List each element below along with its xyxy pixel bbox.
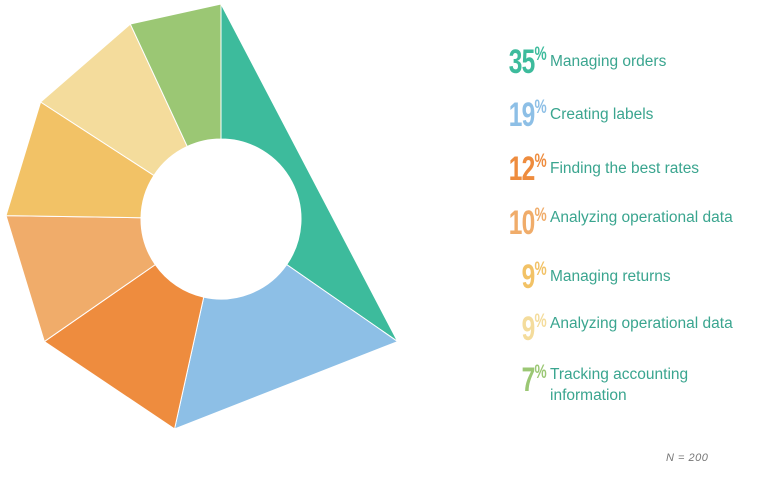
legend-percent-value: 7 <box>521 361 536 399</box>
legend-percent-sign: % <box>534 44 547 65</box>
legend-percent-sign: % <box>534 205 547 226</box>
legend-percent-value: 10 <box>508 204 536 242</box>
legend-percent-sign: % <box>534 311 547 332</box>
legend-item-3: 12% Finding the best rates <box>486 151 756 195</box>
legend-label-5: Managing returns <box>550 268 671 285</box>
legend-label-3: Finding the best rates <box>550 160 700 177</box>
legend-label-2: Creating labels <box>550 106 654 123</box>
legend-percent-1: 35% <box>503 43 547 81</box>
legend-label-6: Analyzing operational data <box>550 315 733 332</box>
legend-percent-sign: % <box>534 97 547 118</box>
sample-size-note: N = 200 <box>666 452 709 464</box>
legend-percent-value: 9 <box>521 310 536 348</box>
legend-percent-value: 19 <box>508 96 536 134</box>
legend-percent-7: 7% <box>503 361 547 399</box>
legend-percent-sign: % <box>534 362 547 383</box>
legend-percent-3: 12% <box>503 150 547 188</box>
legend-label-7: Tracking accounting information <box>550 366 689 404</box>
legend-percent-value: 9 <box>521 258 536 296</box>
legend-percent-4: 10% <box>503 204 547 242</box>
donut-hole <box>141 139 301 299</box>
donut-svg <box>5 3 399 430</box>
legend-percent-6: 9% <box>503 310 547 348</box>
legend-percent-sign: % <box>534 151 547 172</box>
legend-percent-2: 19% <box>503 96 547 134</box>
legend-percent-value: 12 <box>508 150 536 188</box>
legend-label-1: Managing orders <box>550 53 667 70</box>
legend-item-2: 19% Creating labels <box>486 97 756 141</box>
legend-item-6: 9% Analyzing operational data <box>486 311 756 355</box>
donut-slice-7 <box>129 3 222 148</box>
legend-percent-value: 35 <box>508 43 536 81</box>
legend-label-4: Analyzing operational data <box>550 209 733 226</box>
legend-item-5: 9% Managing returns <box>486 259 756 303</box>
legend-item-4: 10% Analyzing operational data <box>486 205 756 249</box>
legend-percent-5: 9% <box>503 258 547 296</box>
legend-item-7: 7% Tracking accounting information <box>486 362 756 406</box>
legend-item-1: 35% Managing orders <box>486 44 756 88</box>
legend-percent-sign: % <box>534 259 547 280</box>
